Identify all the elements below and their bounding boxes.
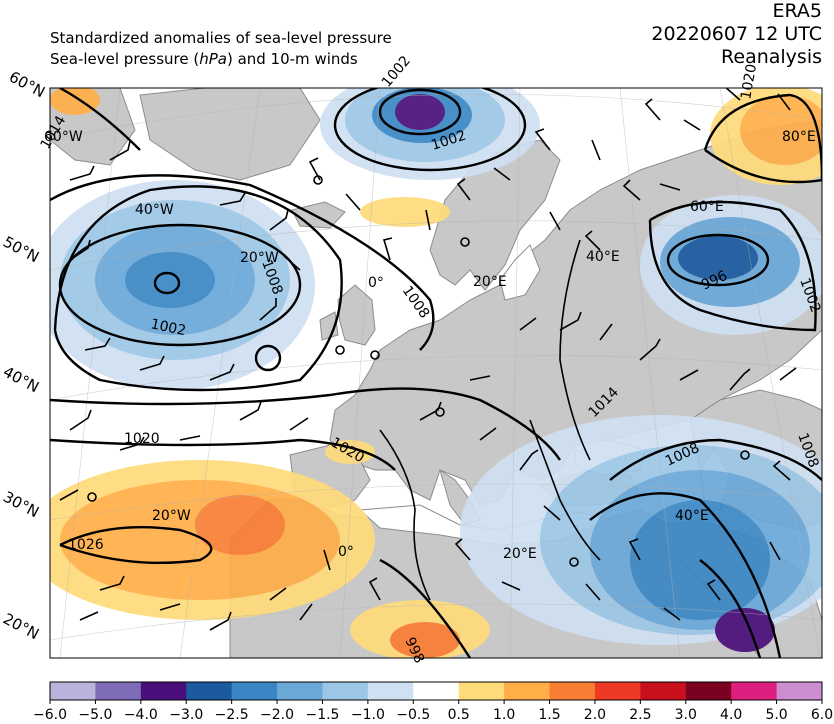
lat-label: 20°N (0, 610, 42, 644)
lat-label: 50°N (0, 233, 42, 267)
latitude-labels: 60°N 50°N 40°N 30°N 20°N (0, 68, 48, 644)
wind-barbs (59, 88, 797, 631)
isobar-greenland (59, 88, 141, 151)
calm-markers (87, 175, 750, 567)
ireland (319, 311, 339, 341)
lon-label: 60°E (690, 199, 724, 215)
isobar-label: 1020 (738, 63, 760, 101)
med-positive (325, 440, 375, 464)
anomaly-shading (50, 88, 822, 658)
dataset-label: ERA5 (772, 0, 822, 22)
isobar-atlantic-small (254, 344, 282, 372)
baltic-sea (499, 244, 541, 301)
isobar-east-1002 (589, 492, 782, 658)
isobar-east-998 (699, 559, 762, 658)
isobar-russia-996 (666, 233, 770, 287)
lon-label: 20°E (473, 274, 507, 290)
azores-high-inner (195, 495, 285, 555)
lon-label: 40°E (675, 508, 709, 524)
isobar-iberia (379, 429, 431, 601)
product-label: Reanalysis (721, 46, 822, 68)
isobars (50, 88, 822, 658)
russia-low-core (678, 236, 758, 280)
lon-label: 40°W (135, 202, 174, 218)
lon-label: 20°E (503, 546, 537, 562)
isobar-label: 1026 (68, 537, 104, 553)
lat-label: 60°N (6, 68, 48, 102)
longitude-labels: 60°W 40°W 20°W 0° 20°E 40°E 60°E 80°E 20… (44, 129, 816, 562)
datetime-label: 20220607 12 UTC (651, 23, 822, 45)
isobar-russia-1002 (648, 200, 817, 332)
lon-label: 40°E (586, 249, 620, 265)
arctic-positive-inner (740, 95, 822, 165)
isobar-atlantic-1008 (53, 185, 343, 392)
isobar-norway-1002 (333, 88, 527, 172)
lon-label: 80°E (782, 129, 816, 145)
map-canvas (50, 88, 822, 658)
east-low-deep (715, 608, 775, 652)
isobar-atlantic-inner (153, 271, 181, 295)
isobar-1008-north (50, 174, 435, 351)
british-isles (337, 284, 376, 346)
norway-low-core (395, 94, 445, 130)
isobars-thin (379, 239, 601, 601)
atlantic-low-core (125, 252, 215, 308)
map-info: ERA5 20220607 12 UTC Reanalysis (651, 0, 822, 69)
isobar-label: 1020 (124, 431, 160, 447)
isobar-east-1008 (609, 438, 822, 481)
lat-label: 40°N (0, 363, 42, 397)
title-line-2: Sea-level pressure (hPa) and 10-m winds (50, 50, 358, 68)
sahara-positive-inner (390, 622, 460, 658)
isobar-label: 1002 (379, 53, 414, 91)
lon-label: 20°W (152, 508, 191, 524)
lat-label: 30°N (0, 488, 42, 522)
isobar-sahara (379, 558, 472, 658)
lon-label: 0° (338, 544, 354, 560)
isobar-1014 (50, 387, 561, 461)
isobar-1020 (50, 438, 396, 471)
isobar-label: 1002 (149, 316, 187, 339)
isobar-1026 (59, 525, 213, 565)
isobar-arctic (703, 93, 822, 184)
greenland (139, 88, 321, 181)
isobar-norway-inner (378, 88, 462, 136)
lon-label: 60°W (44, 129, 83, 145)
isobar-atlantic-1002 (58, 223, 302, 347)
map-title: Standardized anomalies of sea-level pres… (50, 28, 392, 70)
isobar-russia-west (559, 239, 591, 461)
greenland-positive (50, 88, 100, 115)
map-frame (49, 87, 823, 659)
isobar-balkans (529, 419, 601, 561)
title-line-1: Standardized anomalies of sea-level pres… (50, 29, 392, 47)
lon-label: 20°W (240, 250, 279, 266)
lon-label: 0° (368, 275, 384, 291)
